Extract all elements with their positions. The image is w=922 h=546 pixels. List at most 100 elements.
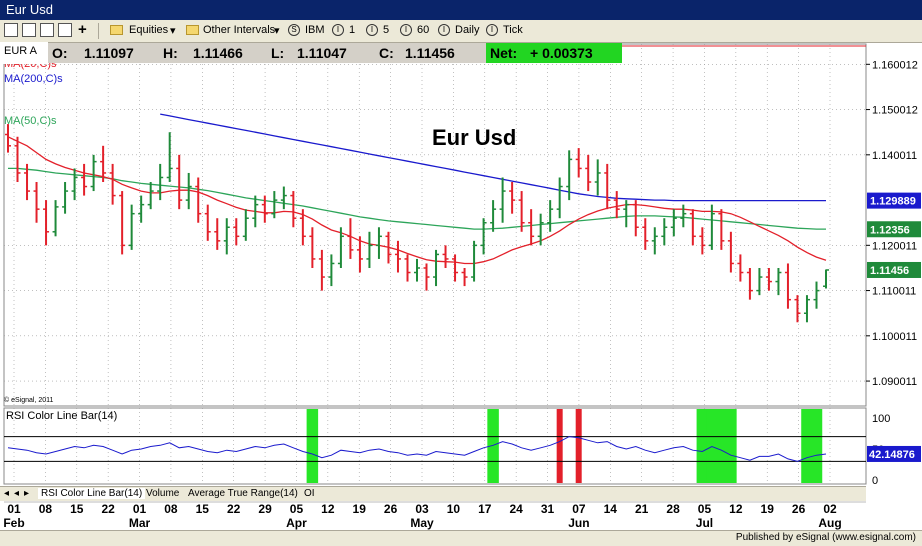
ohlc-bar [347, 218, 354, 259]
nav-first-icon[interactable]: ◂ [4, 488, 10, 499]
rsi-oversold-bar [801, 409, 813, 483]
ohlc-bar [433, 249, 440, 287]
date-tick-label: 19 [353, 502, 367, 516]
equities-dropdown[interactable]: Equities [129, 24, 169, 36]
ohlc-bar [680, 204, 687, 228]
date-tick-label: 21 [635, 502, 649, 516]
ohlc-bar [52, 200, 59, 237]
date-tick-label: 03 [415, 502, 429, 516]
rsi-oversold-bar [715, 409, 728, 483]
symbol-icon[interactable]: S [288, 24, 300, 36]
price-tick-label: 1.150012 [872, 105, 918, 117]
ohlc-bar [204, 204, 211, 241]
ohlc-bar [661, 218, 668, 246]
ohlc-bar [509, 182, 516, 214]
date-tick-label: 02 [823, 502, 837, 516]
rsi-value-tag [867, 445, 921, 462]
nav-next-icon[interactable]: ▸ [24, 488, 30, 499]
ohlc-bar [727, 231, 734, 273]
date-tick-label: 08 [164, 502, 178, 516]
ohlc-bar [176, 154, 183, 210]
ohlc-bar [737, 254, 744, 282]
ohlc-bar [756, 267, 763, 296]
date-tick-label: 29 [258, 502, 272, 516]
ohlc-bar [528, 209, 535, 246]
ohlc-bar [252, 195, 259, 228]
layout-icon[interactable] [22, 23, 36, 37]
close-label: C: [379, 45, 394, 61]
ohlc-bar [147, 182, 154, 210]
open-value: 1.11097 [84, 45, 134, 61]
tab-oi[interactable]: OI [304, 488, 315, 499]
other-intervals-dropdown[interactable]: Other Intervals [203, 24, 276, 36]
interval-icon[interactable]: I [486, 24, 498, 36]
ohlc-bar [24, 163, 31, 201]
rsi-line [7, 436, 827, 462]
folder-icon [110, 25, 123, 35]
nav-prev-icon[interactable]: ◂ [14, 488, 20, 499]
date-tick-label: 24 [509, 502, 523, 516]
price-tick-label: 1.110011 [872, 286, 916, 298]
ohlc-bar [62, 182, 69, 214]
ohlc-bar [138, 195, 145, 223]
daily-button[interactable]: Daily [455, 24, 480, 36]
interval-icon[interactable]: I [438, 24, 450, 36]
add-icon[interactable]: + [78, 21, 87, 38]
ohlc-bar [119, 191, 126, 255]
ohlc-bar [166, 132, 173, 183]
ohlc-bar [280, 186, 287, 210]
date-tick-label: 19 [761, 502, 775, 516]
indicator-label: MA(200,C)s [4, 73, 63, 85]
open-label: O: [52, 45, 68, 61]
ma50-line [8, 167, 826, 230]
tab-atr[interactable]: Average True Range(14) [188, 488, 298, 499]
rsi-tick-label: 100 [872, 413, 890, 425]
interval-icon[interactable]: I [400, 24, 412, 36]
chevron-down-icon[interactable]: ▾ [274, 25, 280, 37]
ohlc-bar [185, 172, 192, 210]
price-tick-label: 1.160012 [872, 59, 918, 71]
month-label: Apr [286, 516, 307, 530]
ohlc-bar [689, 209, 696, 246]
ohlc-bar [356, 236, 363, 273]
ohlc-bar [81, 163, 88, 196]
ohlc-bar [585, 154, 592, 192]
tab-volume[interactable]: Volume [146, 488, 180, 499]
rsi-overbought-bar [556, 409, 563, 483]
ohlc-bar [223, 218, 230, 255]
high-label: H: [163, 45, 178, 61]
interval-60-button[interactable]: 60 [417, 24, 430, 36]
ohlc-bar [480, 218, 487, 255]
ohlc-bar [604, 163, 611, 210]
ohlc-bar [566, 150, 573, 201]
chevron-down-icon[interactable]: ▾ [170, 25, 176, 37]
tick-button[interactable]: Tick [503, 24, 523, 36]
date-tick-label: 15 [70, 502, 84, 516]
ohlc-bar [699, 227, 706, 255]
rsi-oversold-bar [487, 409, 499, 483]
symbol-label: EUR A [4, 45, 38, 57]
window-titlebar: Eur Usd [0, 0, 922, 20]
net-label: Net: [490, 45, 518, 61]
date-tick-label: 12 [729, 502, 743, 516]
window-icon[interactable] [40, 23, 54, 37]
interval-1-button[interactable]: 1 [349, 24, 356, 36]
ohlc-bar [803, 295, 810, 323]
ohlc-bar [794, 295, 801, 323]
ohlc-bar [518, 191, 525, 232]
ohlc-bar [784, 263, 791, 309]
interval-icon[interactable]: I [332, 24, 344, 36]
copy-icon[interactable] [58, 23, 72, 37]
interval-icon[interactable]: I [366, 24, 378, 36]
date-tick-label: 05 [698, 502, 712, 516]
tab-rsi[interactable]: RSI Color Line Bar(14) [38, 488, 146, 499]
date-tick-label: 05 [290, 502, 304, 516]
interval-5-button[interactable]: 5 [383, 24, 390, 36]
rsi-value-label: 42.14876 [869, 449, 915, 461]
grid-icon[interactable] [4, 23, 18, 37]
date-tick-label: 26 [792, 502, 806, 516]
symbol-button[interactable]: IBM [305, 24, 325, 36]
close-value: 1.11456 [405, 45, 455, 61]
